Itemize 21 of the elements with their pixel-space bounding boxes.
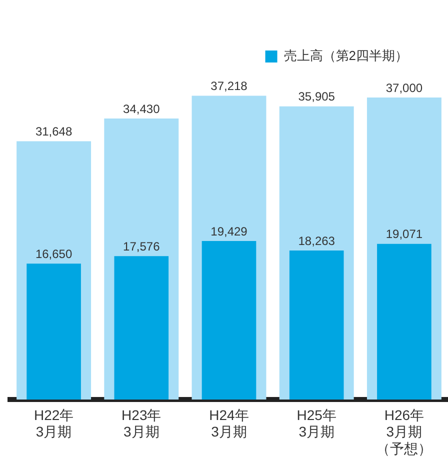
data-label: 19,429	[210, 224, 248, 238]
x-tick-label: H22年3月期	[34, 406, 74, 440]
bar	[26, 264, 81, 400]
bar	[289, 250, 344, 400]
data-label: 37,218	[210, 79, 248, 94]
data-label: 19,071	[386, 227, 423, 242]
bar	[114, 256, 169, 400]
x-tick-label: H23年3月期	[122, 406, 162, 440]
data-label: 17,576	[123, 239, 160, 254]
bar	[377, 244, 432, 400]
bar	[202, 240, 256, 400]
data-label: 35,905	[298, 90, 336, 104]
data-label: 34,430	[123, 102, 160, 116]
data-label: 37,000	[386, 80, 423, 95]
x-tick-label: H24年3月期	[209, 406, 249, 440]
x-tick-label: H26年3月期（予想）	[376, 406, 432, 456]
data-label: 16,650	[35, 246, 72, 261]
legend-label: 売上高（第2四半期）	[284, 48, 408, 64]
x-tick-label: H25年3月期	[296, 406, 336, 440]
data-label: 31,648	[35, 124, 72, 139]
data-label: 18,263	[298, 234, 336, 248]
